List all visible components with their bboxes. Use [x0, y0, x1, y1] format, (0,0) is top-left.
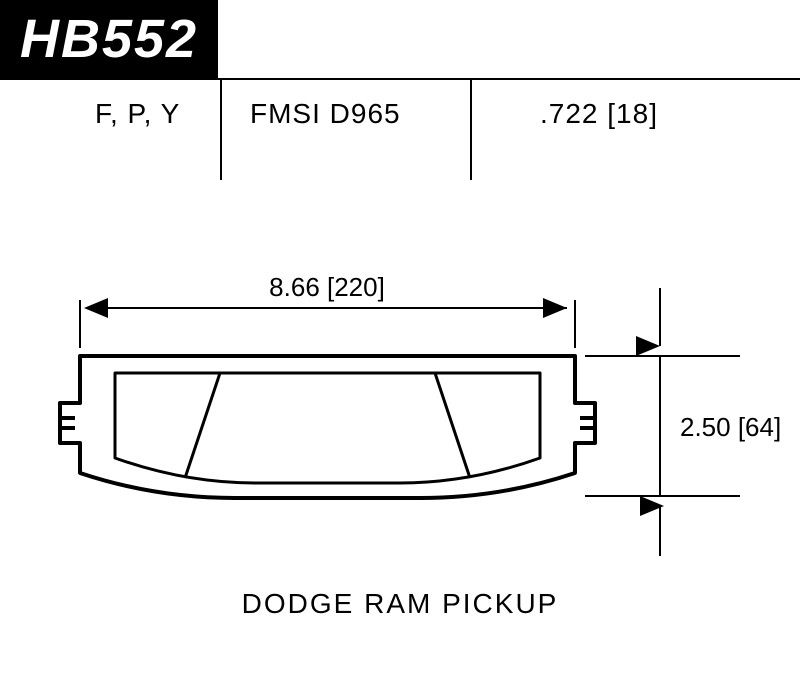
- spec-codes: F, P, Y: [95, 98, 180, 130]
- spec-fmsi: FMSI D965: [250, 98, 401, 130]
- spec-row: F, P, Y FMSI D965 .722 [18]: [0, 78, 800, 178]
- divider-1: [220, 80, 222, 180]
- divider-2: [470, 80, 472, 180]
- page-root: HB552 F, P, Y FMSI D965 .722 [18]: [0, 0, 800, 691]
- part-number: HB552: [20, 9, 198, 69]
- title-bar: HB552: [0, 0, 218, 78]
- product-name: DODGE RAM PICKUP: [0, 588, 800, 620]
- height-dim-text: 2.50 [64]: [680, 412, 781, 442]
- width-dim-text: 8.66 [220]: [269, 272, 385, 302]
- brake-pad-outline: [60, 356, 595, 498]
- brake-pad-diagram: 8.66 [220] 2.50 [64]: [0, 178, 800, 558]
- spec-thickness: .722 [18]: [540, 98, 658, 130]
- diagram-area: 8.66 [220] 2.50 [64]: [0, 178, 800, 558]
